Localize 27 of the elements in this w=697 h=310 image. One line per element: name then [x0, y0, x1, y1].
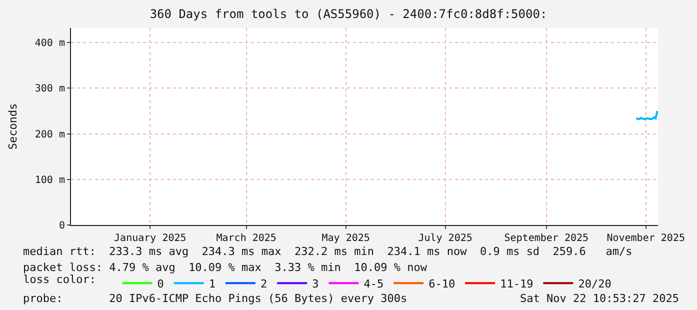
text: packet loss: 4.79 % avg 10.09 % max 3.33 % min 10.09 % now: [23, 261, 428, 274]
y-tick-label: 400 m: [34, 38, 65, 50]
x-tick-label: March 2025: [216, 233, 276, 244]
legend-label: 4-5: [364, 277, 384, 290]
x-tick-label: September 2025: [504, 233, 589, 244]
legend-label: 2: [260, 277, 268, 290]
legend-label: 1: [208, 277, 216, 290]
x-tick-label: November 2025: [606, 233, 685, 244]
line-series: [635, 110, 658, 120]
text: median rtt: 233.3 ms avg 234.3 ms max 232.2 ms min 234.1 ms now 0.9 ms sd 259.6 am/s: [23, 245, 632, 258]
y-tick-label: 300 m: [34, 84, 65, 95]
x-tick-label: July 2025: [418, 233, 472, 244]
legend-label: 11-19: [500, 277, 534, 290]
y-tick-label: 100 m: [34, 174, 65, 186]
legend-label: 3: [312, 277, 319, 290]
chart-title: 360 Days from tools to (AS55960) - 2400:7fc0:8d8f:5000:: [150, 7, 548, 22]
y-tick-label: 200 m: [34, 129, 65, 140]
legend-title: loss color:: [23, 272, 110, 286]
text: Sat Nov 22 10:53:27 2025: [520, 292, 679, 305]
y-axis-title: Seconds: [6, 103, 20, 150]
legend-label: 20/20: [578, 277, 612, 290]
legend-label: 6-10: [428, 277, 456, 290]
x-tick-label: January 2025: [114, 233, 186, 244]
x-tick-label: May 2025: [322, 233, 370, 244]
text: probe: 20 IPv6-ICMP Echo Pings (56 Bytes) every 300s: [23, 292, 408, 305]
y-tick-label: 0: [58, 220, 65, 232]
legend-label: 0: [157, 277, 164, 290]
